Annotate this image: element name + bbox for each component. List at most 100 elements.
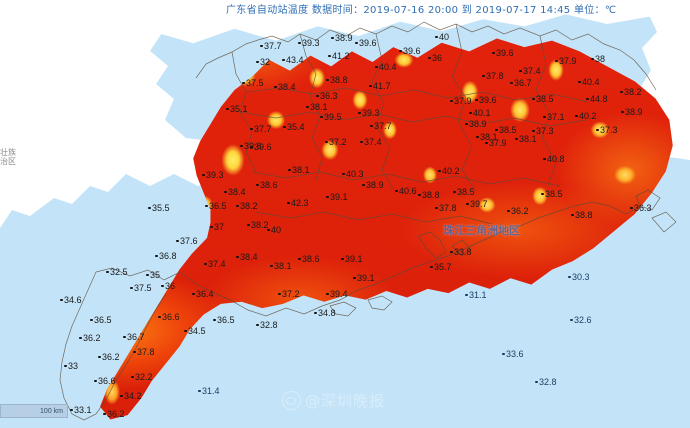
- station-temperature-label: 38.2: [620, 88, 642, 97]
- station-temperature-label: 43.4: [282, 56, 304, 65]
- station-temperature-label: 37.7: [370, 122, 392, 131]
- station-temperature-label: 39.1: [341, 255, 363, 264]
- station-temperature-label: 33.6: [502, 350, 524, 359]
- station-temperature-label: 40: [435, 33, 449, 42]
- station-temperature-label: 42.3: [287, 199, 309, 208]
- station-temperature-label: 37.8: [133, 348, 155, 357]
- station-temperature-label: 39.3: [298, 39, 320, 48]
- station-temperature-label: 38: [591, 55, 605, 64]
- station-temperature-label: 34.6: [60, 296, 82, 305]
- station-temperature-label: 36: [428, 54, 442, 63]
- station-temperature-label: 39.6: [492, 49, 514, 58]
- station-temperature-label: 39.3: [202, 171, 224, 180]
- station-temperature-label: 40.6: [395, 187, 417, 196]
- station-temperature-label: 38.6: [256, 181, 278, 190]
- station-temperature-label: 37.7: [260, 42, 282, 51]
- station-temperature-label: 38.8: [571, 211, 593, 220]
- station-temperature-label: 44.8: [586, 95, 608, 104]
- station-temperature-label: 31.4: [198, 387, 220, 396]
- station-temperature-label: 32.2: [131, 373, 153, 382]
- station-temperature-label: 38.5: [495, 126, 517, 135]
- station-temperature-label: 39.7: [466, 200, 488, 209]
- station-temperature-label: 40.2: [575, 112, 597, 121]
- station-temperature-label: 39.1: [353, 274, 375, 283]
- station-temperature-label: 38.2: [236, 202, 258, 211]
- station-temperature-label: 40: [267, 226, 281, 235]
- station-temperature-label: 35.5: [148, 204, 170, 213]
- station-temperature-label: 40.4: [375, 63, 397, 72]
- station-temperature-label: 39.3: [358, 109, 380, 118]
- station-temperature-label: 37.8: [435, 204, 457, 213]
- station-temperature-label: 37.9: [450, 97, 472, 106]
- station-temperature-label: 37.3: [596, 126, 618, 135]
- station-temperature-label: 36.7: [123, 333, 145, 342]
- station-temperature-label: 36.2: [79, 334, 101, 343]
- station-temperature-label: 36.2: [507, 207, 529, 216]
- station-temperature-label: 36.8: [155, 252, 177, 261]
- station-temperature-label: 38.4: [236, 253, 258, 262]
- station-temperature-label: 38.4: [274, 83, 296, 92]
- station-temperature-label: 34.2: [120, 392, 142, 401]
- station-temperature-label: 30.3: [568, 273, 590, 282]
- station-temperature-label: 36.2: [103, 410, 125, 419]
- station-temperature-label: 37.4: [519, 67, 541, 76]
- station-temperature-label: 36.6: [158, 313, 180, 322]
- station-temperature-label: 36: [161, 282, 175, 291]
- station-temperature-label: 40.1: [469, 109, 491, 118]
- station-temperature-label: 38.5: [541, 190, 563, 199]
- delta-region-annotation: 珠江三角洲地区: [443, 225, 520, 237]
- station-temperature-label: 40.3: [342, 170, 364, 179]
- station-temperature-label: 40.2: [438, 167, 460, 176]
- station-temperature-label: 37.5: [130, 284, 152, 293]
- station-temperature-label: 38.2: [247, 221, 269, 230]
- page-title: 广东省自动站温度 数据时间：2019-07-16 20:00 到 2019-07…: [226, 5, 617, 16]
- station-temperature-label: 36.5: [205, 202, 227, 211]
- station-temperature-label: 37.7: [250, 125, 272, 134]
- station-temperature-label: 34.5: [184, 327, 206, 336]
- station-temperature-label: 38.1: [515, 135, 537, 144]
- station-temperature-label: 37.6: [176, 237, 198, 246]
- station-temperature-label: 37.8: [482, 72, 504, 81]
- station-temperature-label: 37.9: [485, 139, 507, 148]
- station-temperature-label: 39.4: [326, 290, 348, 299]
- station-temperature-label: 35: [146, 271, 160, 280]
- station-temperature-label: 37: [210, 223, 224, 232]
- station-temperature-label: 38.1: [270, 262, 292, 271]
- station-temperature-label: 36.7: [510, 79, 532, 88]
- station-temperature-label: 37.2: [325, 138, 347, 147]
- station-temperature-label: 36.3: [316, 92, 338, 101]
- station-temperature-label: 33: [64, 362, 78, 371]
- station-temperature-label: 37.2: [278, 290, 300, 299]
- station-temperature-label: 32.6: [570, 316, 592, 325]
- watermark-text: @深圳晚报: [305, 392, 386, 410]
- station-temperature-label: 37.4: [360, 138, 382, 147]
- station-temperature-label: 40.8: [543, 155, 565, 164]
- station-temperature-label: 38.1: [476, 133, 498, 142]
- station-temperature-label: 36.5: [90, 316, 112, 325]
- watermark: @深圳晚报: [282, 390, 385, 411]
- station-temperature-label: 38.8: [326, 76, 348, 85]
- station-temperature-label: 37.4: [204, 260, 226, 269]
- station-temperature-label: 38.1: [306, 103, 328, 112]
- station-temperature-label: 36.5: [213, 316, 235, 325]
- station-temperature-label: 38.9: [621, 108, 643, 117]
- station-temperature-label: 32.5: [106, 268, 128, 277]
- station-temperature-label: 39.5: [320, 113, 342, 122]
- station-temperature-label: 41.2: [328, 52, 350, 61]
- station-temperature-label: 38.6: [298, 255, 320, 264]
- station-temperature-label: 37.3: [532, 127, 554, 136]
- station-temperature-label: 33.1: [70, 406, 92, 415]
- station-temperature-label: 38.1: [288, 166, 310, 175]
- station-temperature-label: 32.8: [535, 378, 557, 387]
- station-temperature-label: 36.6: [94, 377, 116, 386]
- station-temperature-label: 40.4: [578, 78, 600, 87]
- weibo-icon: [282, 391, 301, 410]
- station-temperature-label: 41.7: [369, 82, 391, 91]
- station-temperature-label: 32: [256, 58, 270, 67]
- station-temperature-label: 36.3: [630, 204, 652, 213]
- station-temperature-label: 34.8: [314, 309, 336, 318]
- station-temperature-label: 38.5: [532, 95, 554, 104]
- station-temperature-label: 36.2: [98, 353, 120, 362]
- neighbour-province-label: 壮族 治区: [0, 148, 16, 166]
